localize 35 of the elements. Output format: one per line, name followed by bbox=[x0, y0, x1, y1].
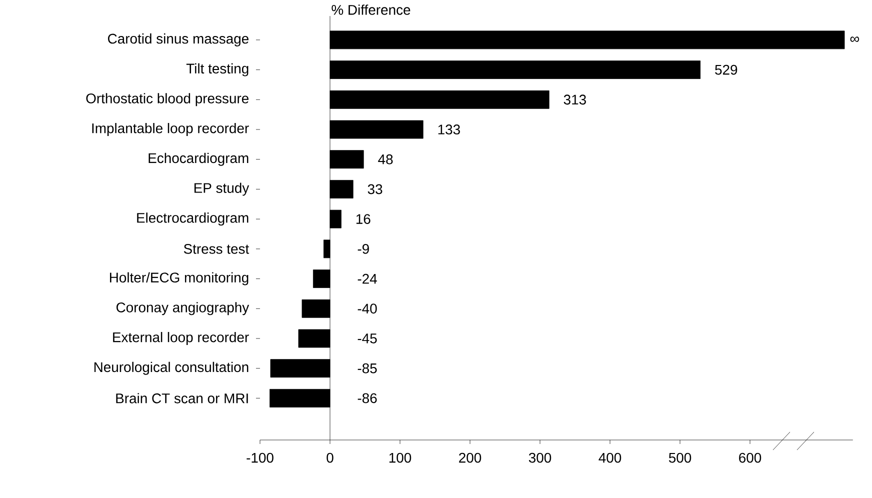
y-tick-label: Neurological consultation bbox=[94, 362, 248, 375]
y-tick-label: Electrocardiogram bbox=[137, 212, 248, 226]
data-label: 48 bbox=[378, 154, 393, 164]
data-label: -9 bbox=[358, 244, 369, 254]
x-axis-title: % Difference bbox=[332, 4, 410, 15]
data-label: -86 bbox=[358, 393, 377, 404]
y-tick-label: Carotid sinus massage bbox=[108, 33, 249, 46]
data-label: 313 bbox=[564, 94, 586, 105]
y-tick-label: Tilt testing bbox=[186, 63, 248, 76]
x-tick-label: 200 bbox=[459, 452, 482, 463]
x-tick-label: 500 bbox=[668, 452, 692, 463]
y-tick-label: Echocardiogram bbox=[148, 152, 248, 166]
x-tick-label: 300 bbox=[528, 452, 552, 463]
y-tick-label: Brain CT scan or MRI bbox=[116, 393, 248, 404]
y-tick-label: Stress test bbox=[184, 244, 250, 254]
data-label: -85 bbox=[358, 363, 377, 374]
y-tick-label: Coronay angiography bbox=[116, 302, 250, 316]
data-label: 16 bbox=[356, 214, 370, 224]
y-tick-label: External loop recorder bbox=[113, 332, 249, 345]
data-label: -45 bbox=[358, 334, 377, 344]
y-tick-label: EP study bbox=[194, 182, 250, 196]
y-tick-label: Orthostatic blood pressure bbox=[86, 93, 249, 106]
data-label: ∞ bbox=[850, 36, 860, 42]
data-label: -40 bbox=[358, 304, 377, 314]
y-tick-label: Implantable loop recorder bbox=[92, 122, 249, 136]
y-tick-label: Holter/ECG monitoring bbox=[110, 272, 248, 286]
x-tick-label: -100 bbox=[246, 452, 274, 463]
x-tick-label: 600 bbox=[739, 452, 762, 463]
x-tick-label: 0 bbox=[326, 452, 334, 463]
x-tick-label: 400 bbox=[598, 452, 622, 463]
data-label: 33 bbox=[368, 184, 382, 194]
x-tick-label: 100 bbox=[389, 452, 412, 463]
data-label: -24 bbox=[358, 274, 377, 284]
data-label: 133 bbox=[438, 124, 460, 134]
data-label: 529 bbox=[715, 64, 738, 75]
